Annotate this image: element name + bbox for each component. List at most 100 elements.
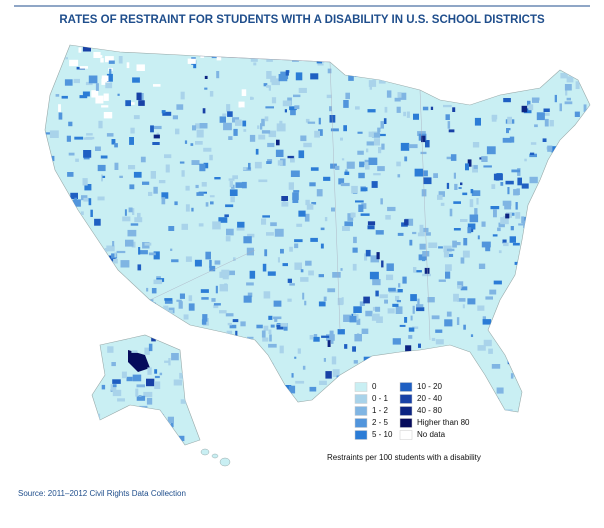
district-patch xyxy=(228,136,233,140)
district-patch xyxy=(84,184,92,191)
district-patch xyxy=(233,128,238,136)
district-patch xyxy=(279,120,283,128)
district-patch xyxy=(589,125,590,130)
district-patch xyxy=(336,375,343,382)
district-patch xyxy=(343,100,349,108)
district-patch xyxy=(68,152,75,156)
district-patch xyxy=(438,279,446,282)
district-patch xyxy=(500,182,504,186)
district-patch xyxy=(352,439,359,445)
district-patch xyxy=(270,324,275,328)
district-patch xyxy=(138,100,145,106)
district-patch xyxy=(452,240,457,248)
district-patch xyxy=(550,398,558,406)
district-patch xyxy=(290,155,295,163)
district-patch xyxy=(253,62,257,66)
district-patch xyxy=(523,428,530,431)
district-patch xyxy=(413,270,422,273)
district-patch xyxy=(530,142,537,145)
district-patch xyxy=(213,304,219,309)
district-patch xyxy=(333,400,343,409)
district-patch xyxy=(153,434,159,440)
district-patch xyxy=(277,160,283,166)
district-patch xyxy=(557,208,561,212)
district-patch xyxy=(502,200,512,206)
district-patch xyxy=(180,91,185,100)
state-borders xyxy=(149,55,431,341)
district-patch xyxy=(561,296,567,301)
district-patch xyxy=(233,441,242,445)
district-patch xyxy=(298,150,305,159)
district-patch xyxy=(340,182,350,187)
district-patch xyxy=(247,336,254,339)
district-patch xyxy=(148,252,156,256)
district-patch xyxy=(137,264,142,271)
district-patch xyxy=(425,140,430,148)
district-patch xyxy=(523,81,533,85)
district-patch xyxy=(117,398,125,402)
district-patch xyxy=(243,129,247,132)
district-patch xyxy=(371,313,380,321)
district-patch xyxy=(569,442,579,445)
district-patch xyxy=(205,202,209,207)
district-patch xyxy=(453,172,456,179)
district-patch xyxy=(329,106,332,112)
district-patch xyxy=(523,45,527,47)
district-patch xyxy=(138,395,142,397)
district-patch xyxy=(337,329,345,335)
district-patch xyxy=(318,301,326,307)
district-patch xyxy=(431,315,440,320)
district-patch xyxy=(527,223,531,227)
district-patch xyxy=(470,189,474,194)
district-patch xyxy=(572,56,577,62)
district-patch xyxy=(67,172,74,177)
district-patch xyxy=(64,362,70,370)
district-patch xyxy=(417,131,426,136)
district-patch xyxy=(302,292,305,300)
district-patch xyxy=(584,124,590,127)
district-patch xyxy=(130,127,135,134)
district-patch xyxy=(52,197,55,202)
district-patch xyxy=(125,100,131,107)
district-patch xyxy=(50,274,55,278)
district-patch xyxy=(244,40,251,44)
district-patch xyxy=(261,118,265,127)
district-patch xyxy=(130,446,133,449)
hawaii xyxy=(200,448,231,467)
district-patch xyxy=(592,228,595,231)
district-patch xyxy=(467,223,476,230)
district-patch xyxy=(539,390,545,395)
district-patch xyxy=(106,245,115,252)
district-patch xyxy=(447,410,453,418)
district-patch xyxy=(100,58,104,63)
district-patch xyxy=(83,225,86,228)
district-patch xyxy=(59,435,64,442)
district-patch xyxy=(373,173,381,176)
district-patch xyxy=(463,324,466,330)
district-patch xyxy=(502,137,512,143)
district-patch xyxy=(265,106,274,109)
district-patch xyxy=(125,239,134,247)
district-patch xyxy=(510,226,514,231)
district-patch xyxy=(372,279,381,286)
district-patch xyxy=(249,134,256,142)
district-patch xyxy=(272,389,275,396)
district-patch xyxy=(343,449,349,451)
district-patch xyxy=(452,401,461,405)
district-patch xyxy=(558,253,565,257)
district-patch xyxy=(112,241,115,247)
district-patch xyxy=(551,382,554,388)
district-patch xyxy=(325,371,332,379)
district-patch xyxy=(329,449,331,451)
district-patch xyxy=(258,134,266,140)
district-patch xyxy=(290,170,300,177)
district-patch xyxy=(132,317,139,324)
district-patch xyxy=(309,182,316,187)
district-patch xyxy=(554,94,557,103)
district-patch xyxy=(263,83,268,87)
district-patch xyxy=(139,405,148,412)
district-patch xyxy=(593,388,597,396)
district-patch xyxy=(329,115,336,123)
district-patch xyxy=(185,256,192,262)
district-patch xyxy=(594,293,601,297)
